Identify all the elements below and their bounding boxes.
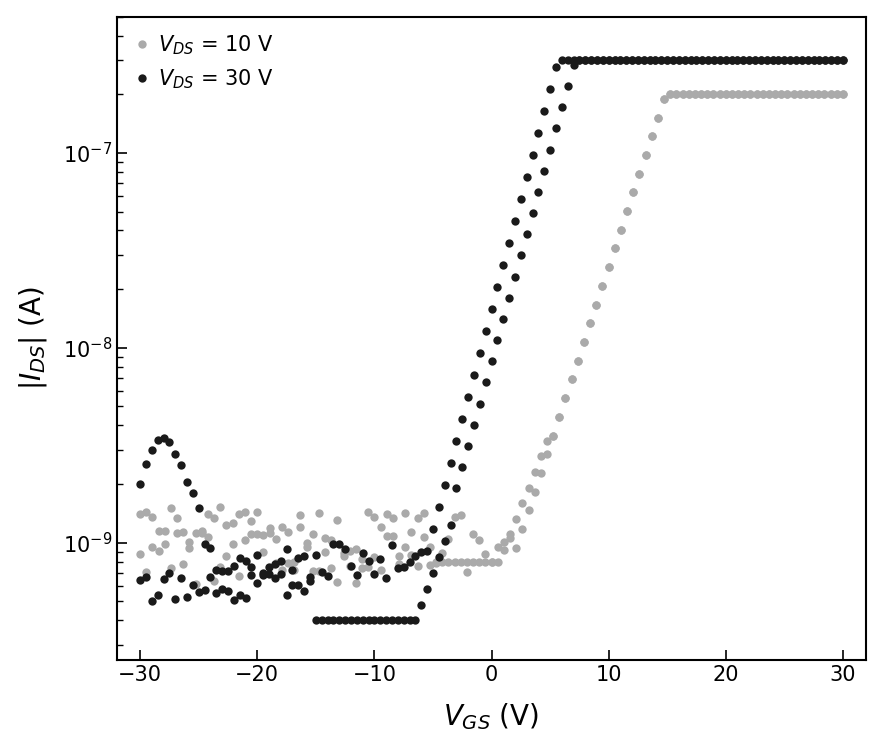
Line: $V_{DS}$ = 30 V: $V_{DS}$ = 30 V: [136, 55, 847, 582]
$V_{DS}$ = 10 V: [400, 509, 411, 518]
$V_{DS}$ = 10 V: [135, 509, 146, 518]
Y-axis label: $|I_{DS}|$ (A): $|I_{DS}|$ (A): [17, 286, 49, 390]
$V_{DS}$ = 10 V: [462, 568, 472, 577]
$V_{DS}$ = 10 V: [363, 507, 374, 516]
$V_{DS}$ = 30 V: [298, 551, 309, 560]
$V_{DS}$ = 30 V: [621, 55, 631, 64]
X-axis label: $V_{GS}$ (V): $V_{GS}$ (V): [443, 702, 540, 733]
$V_{DS}$ = 30 V: [135, 479, 146, 488]
$V_{DS}$ = 30 V: [440, 480, 450, 489]
$V_{DS}$ = 10 V: [838, 90, 849, 99]
$V_{DS}$ = 10 V: [295, 522, 306, 531]
$V_{DS}$ = 30 V: [556, 55, 567, 64]
$V_{DS}$ = 30 V: [381, 573, 391, 582]
$V_{DS}$ = 10 V: [566, 375, 577, 384]
$V_{DS}$ = 10 V: [227, 539, 238, 548]
$V_{DS}$ = 10 V: [665, 90, 675, 99]
Line: $V_{DS}$ = 10 V: $V_{DS}$ = 10 V: [136, 90, 847, 577]
$V_{DS}$ = 30 V: [205, 543, 215, 552]
Legend: $V_{DS}$ = 10 V, $V_{DS}$ = 30 V: $V_{DS}$ = 10 V, $V_{DS}$ = 30 V: [127, 27, 280, 97]
$V_{DS}$ = 30 V: [838, 55, 849, 64]
$V_{DS}$ = 30 V: [803, 55, 813, 64]
$V_{DS}$ = 30 V: [585, 55, 596, 64]
$V_{DS}$ = 10 V: [764, 90, 774, 99]
